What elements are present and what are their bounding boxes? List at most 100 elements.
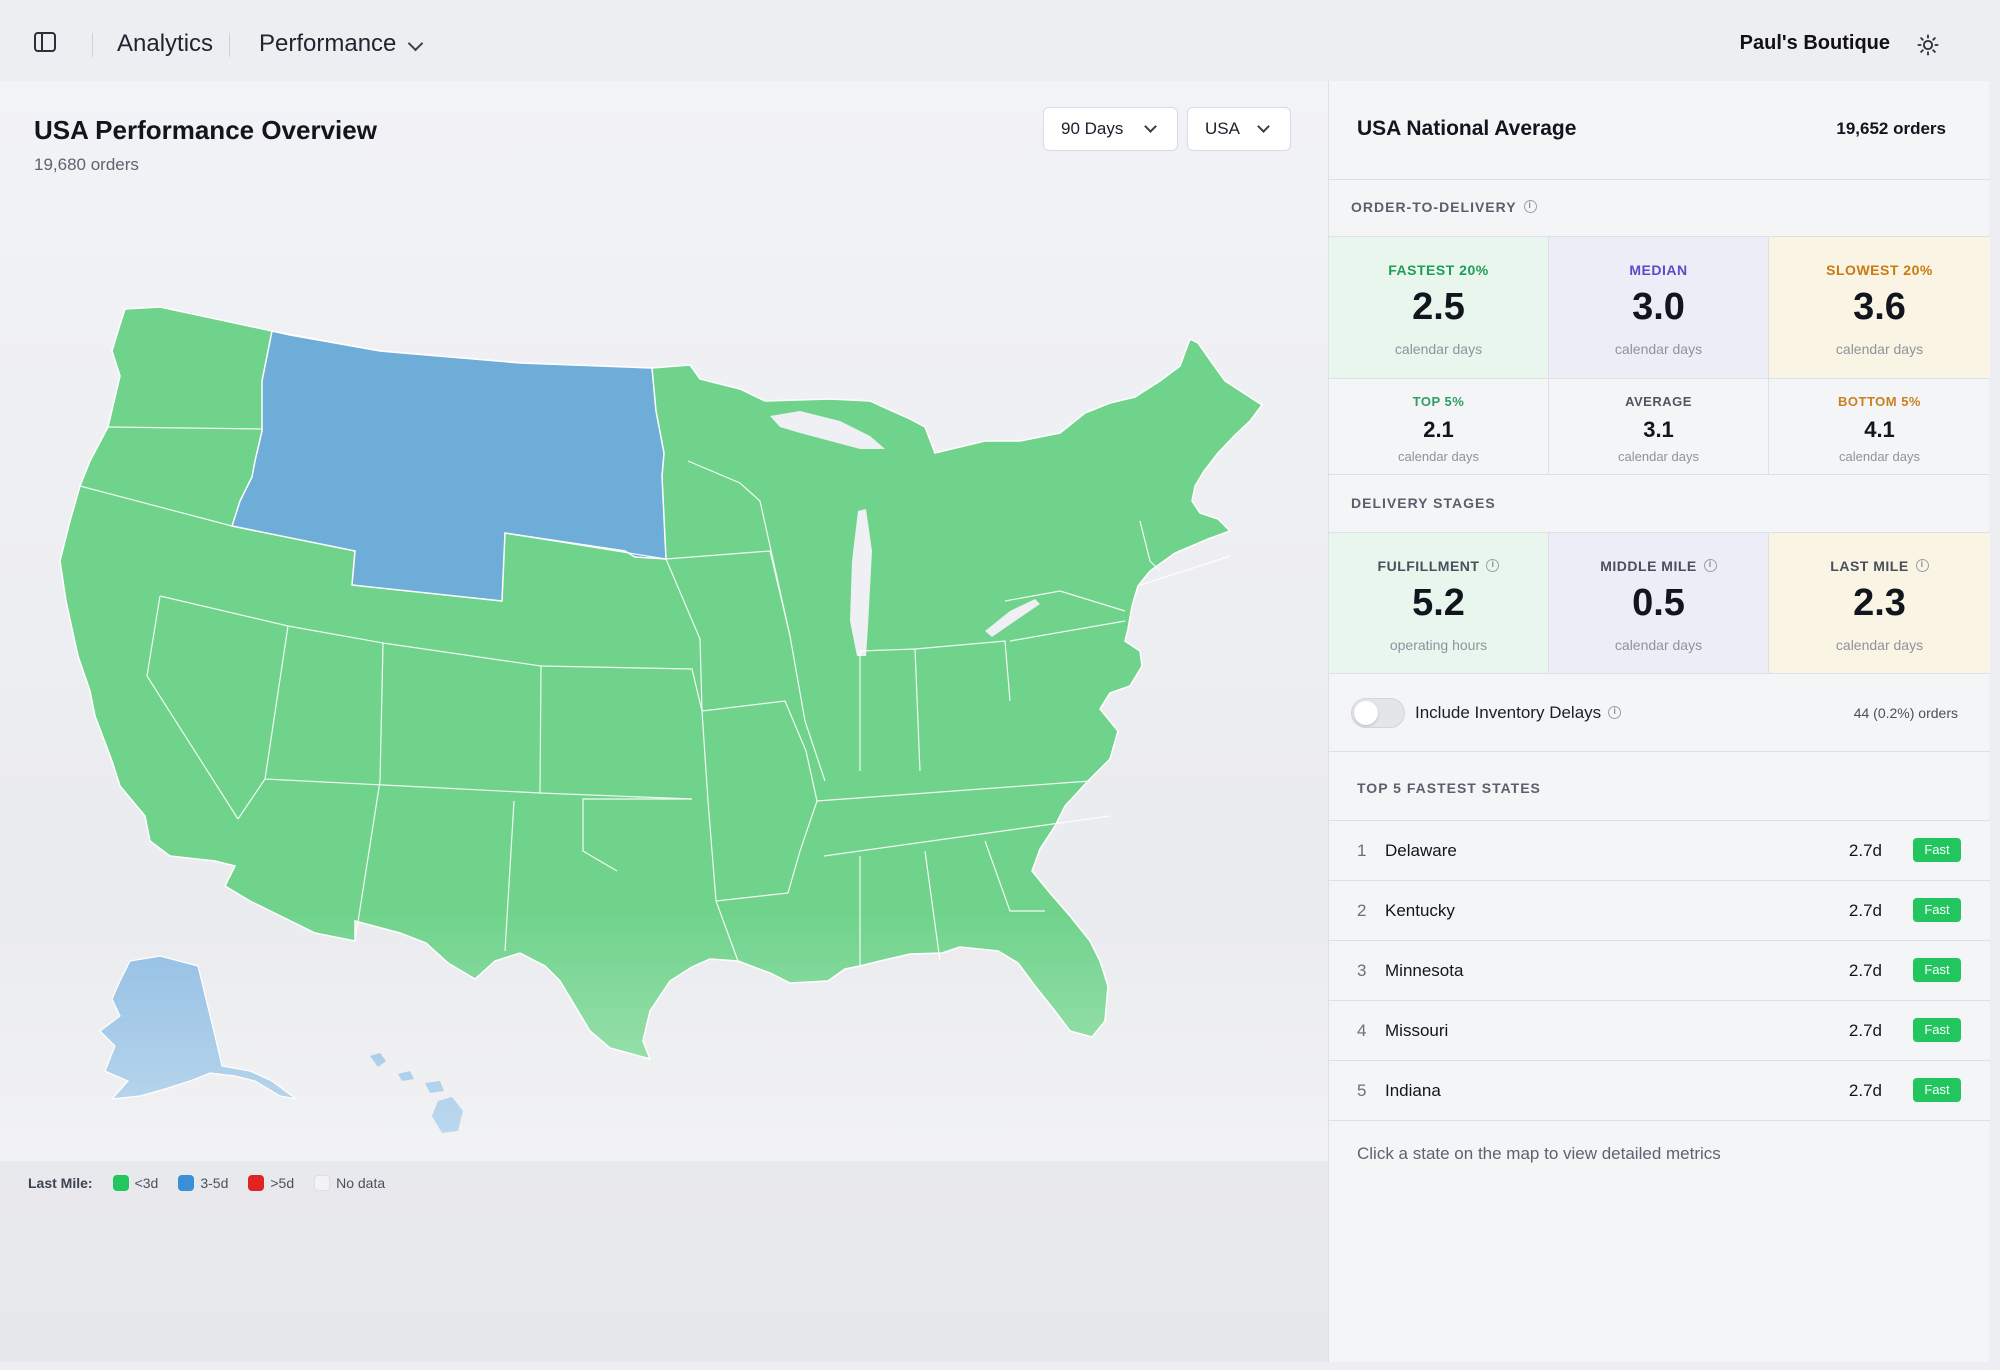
period-select[interactable]: 90 Days bbox=[1043, 107, 1178, 151]
state-name: Minnesota bbox=[1385, 961, 1464, 980]
state-value: 2.7d bbox=[1848, 961, 1882, 980]
state-name: Missouri bbox=[1385, 1021, 1449, 1040]
metric-top-5: TOP 5% 2.1 calendar days bbox=[1329, 378, 1549, 474]
state-value: 2.7d bbox=[1848, 841, 1882, 860]
legend-item-medium: 3-5d bbox=[200, 1175, 229, 1191]
panel-header: USA National Average 19,652 orders bbox=[1329, 81, 1990, 180]
inventory-delay-text: Include Inventory Delays bbox=[1415, 703, 1602, 722]
metric-label: TOP 5% bbox=[1412, 394, 1465, 409]
metric-median: MEDIAN 3.0 calendar days bbox=[1549, 237, 1769, 378]
list-item[interactable]: 1 Delaware 2.7d Fast bbox=[1329, 821, 1990, 881]
delivery-stages-label: DELIVERY STAGES bbox=[1351, 495, 1496, 511]
legend-swatch-fast bbox=[112, 1175, 129, 1191]
stage-last-mile: LAST MILE 2.3 calendar days bbox=[1769, 533, 1990, 673]
metric-fastest-20: FASTEST 20% 2.5 calendar days bbox=[1329, 237, 1549, 378]
status-badge: Fast bbox=[1913, 898, 1961, 922]
period-select-value: 90 Days bbox=[1061, 119, 1124, 138]
rank: 5 bbox=[1357, 1081, 1367, 1100]
delivery-stages: FULFILLMENT 5.2 operating hours MIDDLE M… bbox=[1329, 532, 1990, 674]
inventory-delay-count: 44 (0.2%) orders bbox=[1853, 705, 1958, 721]
metric-label: LAST MILE bbox=[1769, 558, 1990, 574]
info-icon[interactable] bbox=[1523, 200, 1537, 213]
list-item[interactable]: 5 Indiana 2.7d Fast bbox=[1329, 1061, 1990, 1121]
breadcrumb-analytics[interactable]: Analytics bbox=[117, 30, 214, 57]
metric-unit: calendar days bbox=[1618, 449, 1699, 464]
list-item[interactable]: 2 Kentucky 2.7d Fast bbox=[1329, 881, 1990, 941]
metric-value: 0.5 bbox=[1632, 582, 1685, 624]
order-to-delivery-text: ORDER-TO-DELIVERY bbox=[1351, 199, 1517, 215]
metric-slowest-20: SLOWEST 20% 3.6 calendar days bbox=[1769, 237, 1990, 378]
stage-label-text: MIDDLE MILE bbox=[1600, 558, 1697, 574]
metric-unit: calendar days bbox=[1839, 449, 1920, 464]
state-name: Indiana bbox=[1385, 1081, 1441, 1100]
map-fade-overlay bbox=[0, 261, 1328, 1161]
divider bbox=[229, 33, 230, 57]
toggle-knob bbox=[1354, 701, 1378, 725]
rank: 1 bbox=[1357, 841, 1367, 860]
chevron-down-icon[interactable] bbox=[407, 35, 424, 52]
map-legend: Last Mile: <3d 3-5d >5d No data bbox=[28, 1175, 405, 1191]
info-icon[interactable] bbox=[1486, 559, 1500, 572]
sun-icon[interactable] bbox=[1917, 34, 1939, 56]
stage-label-text: LAST MILE bbox=[1830, 558, 1909, 574]
sidebar-toggle-icon[interactable] bbox=[34, 32, 56, 52]
breadcrumb-performance[interactable]: Performance bbox=[259, 30, 397, 57]
metric-label: BOTTOM 5% bbox=[1838, 394, 1921, 409]
stage-middle-mile: MIDDLE MILE 0.5 calendar days bbox=[1549, 533, 1769, 673]
metric-value: 3.6 bbox=[1853, 286, 1906, 328]
legend-label: Last Mile: bbox=[28, 1175, 93, 1191]
list-item[interactable]: 4 Missouri 2.7d Fast bbox=[1329, 1001, 1990, 1061]
metric-value: 3.1 bbox=[1643, 417, 1674, 442]
state-value: 2.7d bbox=[1848, 1081, 1882, 1100]
store-name[interactable]: Paul's Boutique bbox=[1739, 32, 1890, 54]
secondary-metrics: TOP 5% 2.1 calendar days AVERAGE 3.1 cal… bbox=[1329, 378, 1990, 475]
info-icon[interactable] bbox=[1915, 559, 1929, 572]
metric-unit: operating hours bbox=[1389, 637, 1488, 653]
stage-label-text: FULFILLMENT bbox=[1377, 558, 1480, 574]
rank: 2 bbox=[1357, 901, 1367, 920]
metric-unit: calendar days bbox=[1614, 341, 1703, 357]
metric-label: SLOWEST 20% bbox=[1826, 262, 1933, 278]
legend-swatch-slow bbox=[248, 1175, 265, 1191]
legend-item-nodata: No data bbox=[336, 1175, 386, 1191]
metric-value: 4.1 bbox=[1864, 417, 1895, 442]
orders-count: 19,680 orders bbox=[34, 155, 139, 174]
inventory-delay-label: Include Inventory Delays bbox=[1415, 703, 1622, 723]
top5-list: 1 Delaware 2.7d Fast 2 Kentucky 2.7d Fas… bbox=[1329, 821, 1990, 1121]
metric-label: MIDDLE MILE bbox=[1549, 558, 1768, 574]
region-select[interactable]: USA bbox=[1187, 107, 1291, 151]
status-badge: Fast bbox=[1913, 958, 1961, 982]
metric-value: 5.2 bbox=[1412, 582, 1465, 624]
divider bbox=[92, 33, 93, 57]
info-icon[interactable] bbox=[1703, 559, 1717, 572]
inventory-delay-row: Include Inventory Delays 44 (0.2%) order… bbox=[1329, 673, 1990, 752]
top5-label: TOP 5 FASTEST STATES bbox=[1357, 780, 1541, 796]
metric-value: 2.1 bbox=[1423, 417, 1454, 442]
metric-average: AVERAGE 3.1 calendar days bbox=[1549, 378, 1769, 474]
usa-map[interactable] bbox=[0, 81, 1328, 1181]
map-hint: Click a state on the map to view detaile… bbox=[1357, 1144, 1721, 1163]
metric-value: 2.5 bbox=[1412, 286, 1465, 328]
state-name: Delaware bbox=[1385, 841, 1457, 860]
legend-swatch-nodata bbox=[314, 1175, 331, 1191]
info-icon[interactable] bbox=[1608, 706, 1622, 719]
metric-unit: calendar days bbox=[1614, 637, 1703, 653]
primary-metrics: FASTEST 20% 2.5 calendar days MEDIAN 3.0… bbox=[1329, 236, 1990, 379]
state-name: Kentucky bbox=[1385, 901, 1455, 920]
order-to-delivery-label: ORDER-TO-DELIVERY bbox=[1351, 199, 1537, 215]
panel-title: USA National Average bbox=[1357, 117, 1577, 140]
metric-unit: calendar days bbox=[1394, 341, 1483, 357]
metric-label: FULFILLMENT bbox=[1329, 558, 1548, 574]
region-select-value: USA bbox=[1205, 119, 1240, 138]
metric-label: AVERAGE bbox=[1625, 394, 1692, 409]
stage-fulfillment: FULFILLMENT 5.2 operating hours bbox=[1329, 533, 1549, 673]
inventory-delay-toggle[interactable] bbox=[1351, 698, 1405, 728]
national-orders: 19,652 orders bbox=[1836, 119, 1946, 138]
metric-value: 2.3 bbox=[1853, 582, 1906, 624]
metric-bottom-5: BOTTOM 5% 4.1 calendar days bbox=[1769, 378, 1990, 474]
status-badge: Fast bbox=[1913, 838, 1961, 862]
top5-header: TOP 5 FASTEST STATES bbox=[1329, 752, 1990, 821]
state-value: 2.7d bbox=[1848, 901, 1882, 920]
list-item[interactable]: 3 Minnesota 2.7d Fast bbox=[1329, 941, 1990, 1001]
metric-value: 3.0 bbox=[1632, 286, 1685, 328]
